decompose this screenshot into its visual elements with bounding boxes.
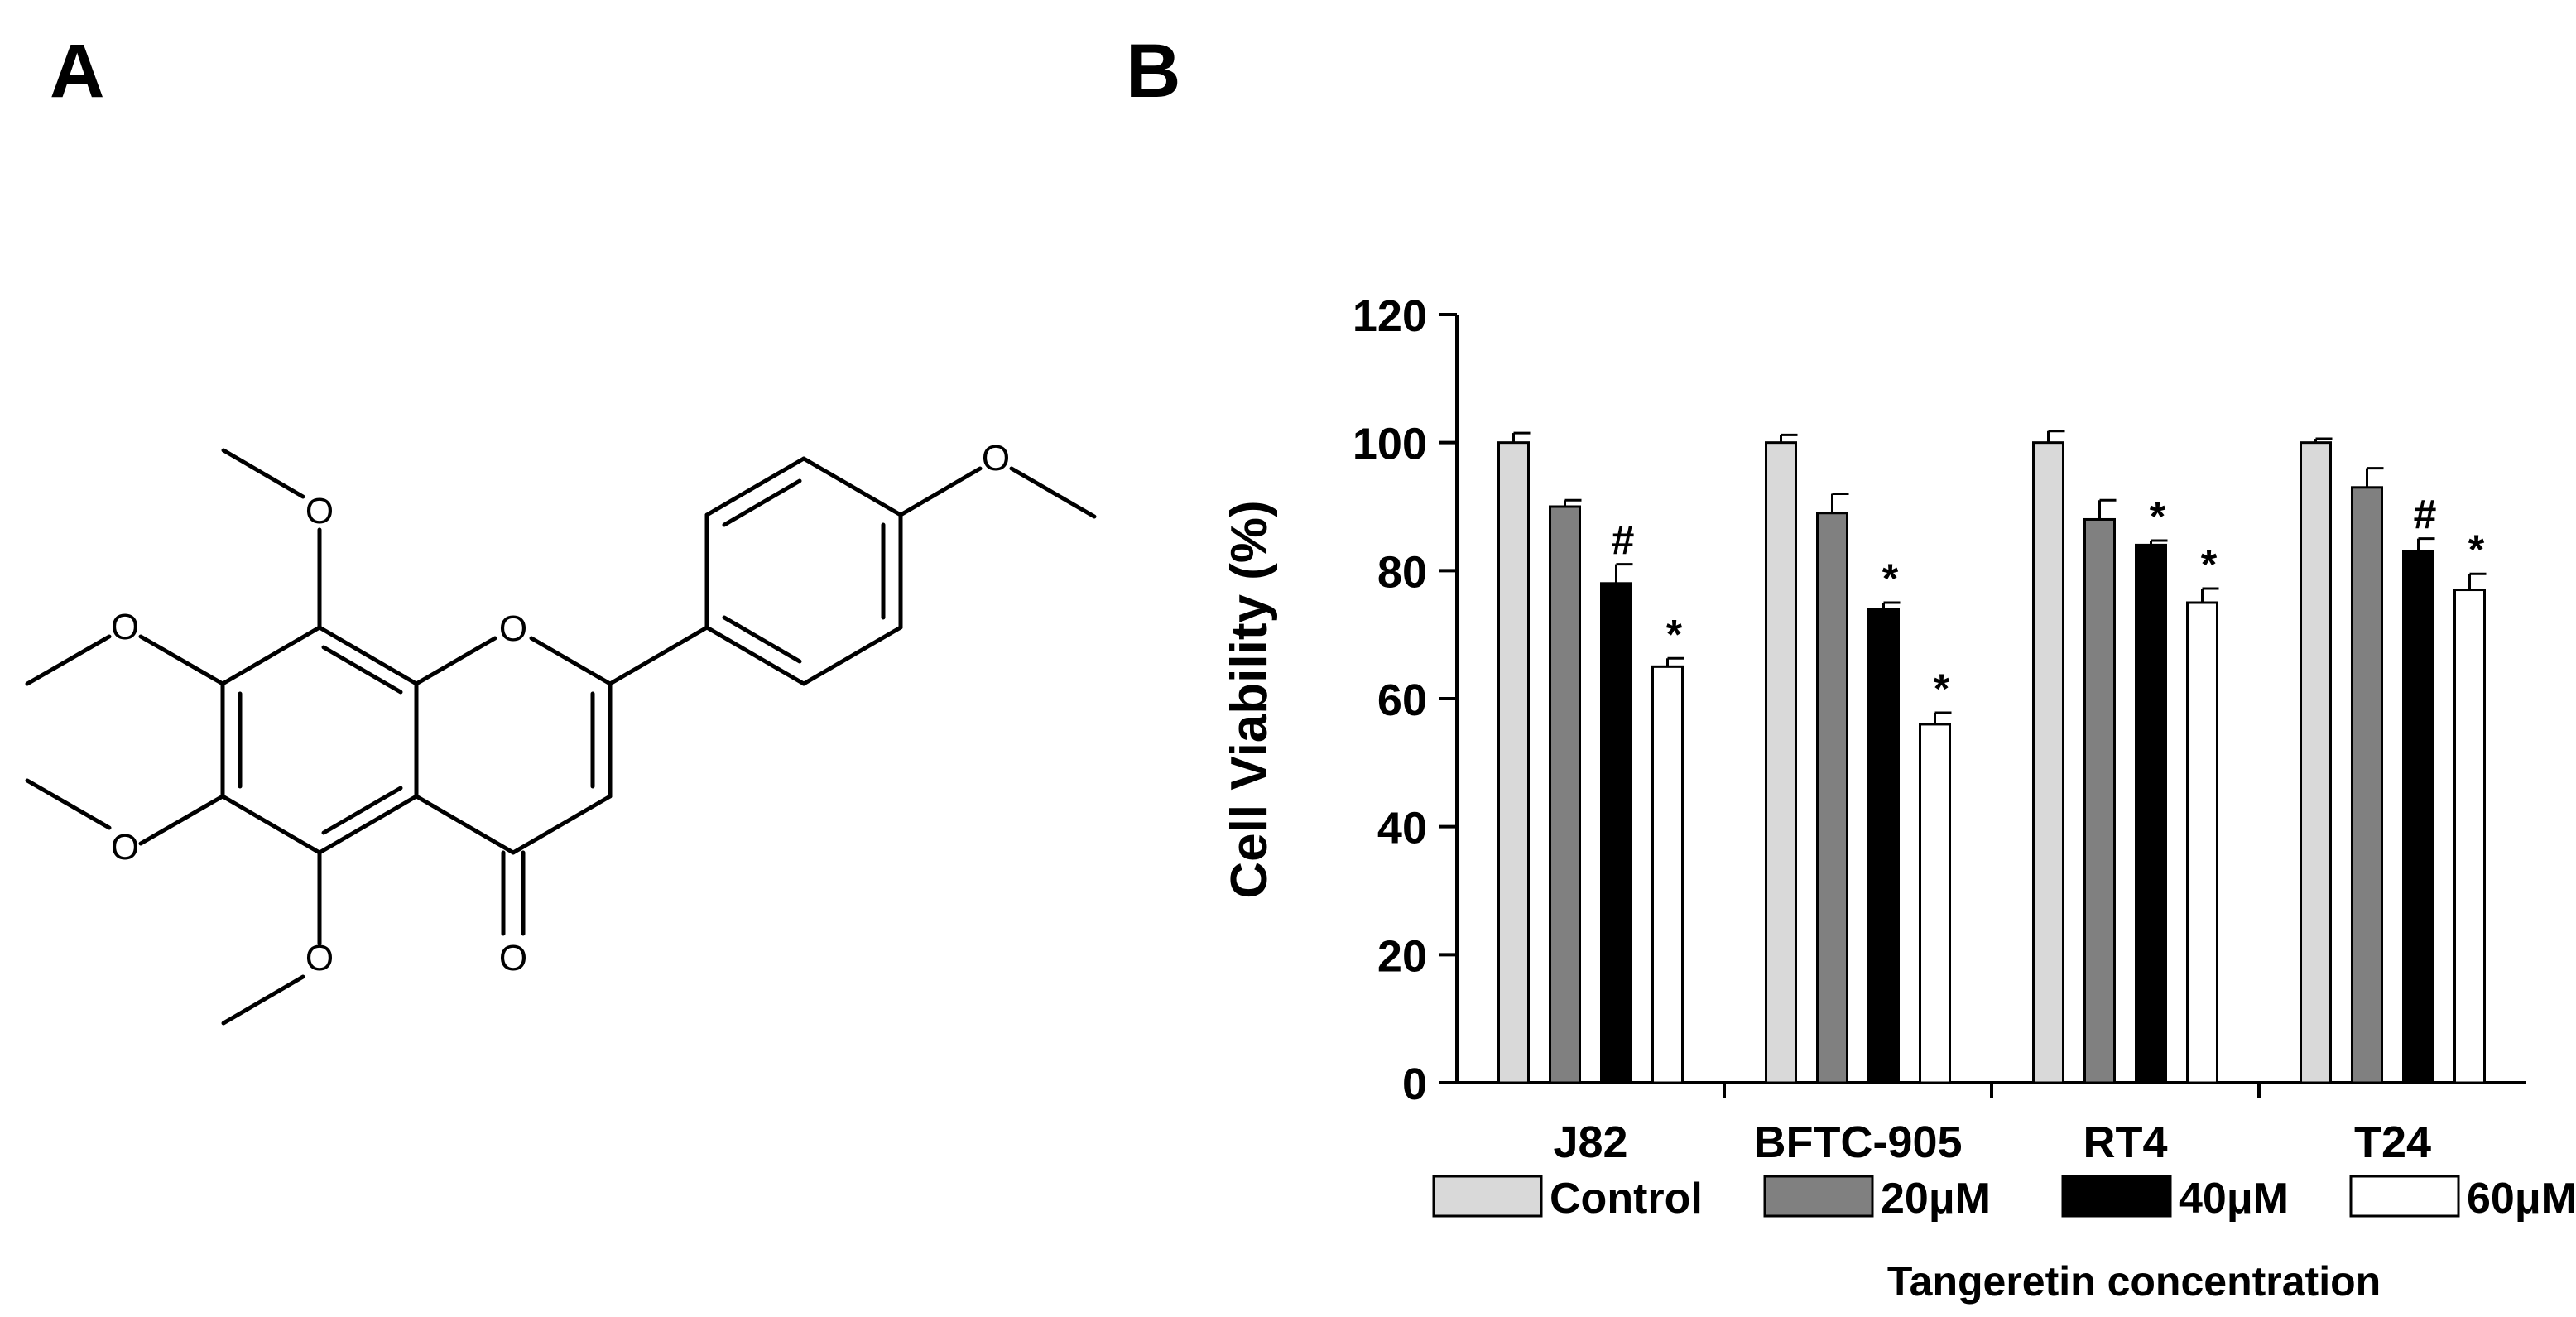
y-tick-label: 120: [1353, 291, 1427, 341]
bond: [608, 625, 709, 686]
bar-Control-BFTC-905: [1765, 441, 1797, 1084]
tangeretin-structure: O O O O O O O: [25, 438, 1097, 1026]
y-tick-label: 100: [1353, 420, 1427, 469]
bond: [220, 794, 322, 855]
bar-40μM-RT4: [2135, 543, 2167, 1084]
significance-mark: #: [1612, 517, 1635, 564]
bond: [704, 456, 806, 517]
bond: [138, 634, 225, 686]
bond: [317, 625, 419, 686]
significance-mark: *: [1666, 611, 1683, 657]
bar-60μM-RT4: [2186, 601, 2218, 1084]
legend-swatch: [2061, 1175, 2172, 1218]
legend: Control 20μM 40μM 60μM: [1432, 1175, 2576, 1223]
ring-oxygen-atom: O: [499, 608, 527, 649]
category-label: T24: [2354, 1118, 2431, 1167]
bond: [321, 645, 403, 695]
category-label: J82: [1553, 1118, 1627, 1167]
bond: [722, 615, 802, 664]
bond: [898, 466, 983, 517]
y-tick-label: 20: [1377, 931, 1427, 981]
y-axis-label: Cell Viability (%): [1221, 500, 1278, 898]
bond: [138, 794, 225, 846]
carbonyl-oxygen-atom: O: [499, 938, 527, 978]
para-methoxy-oxygen-atom: O: [982, 438, 1010, 478]
bar-60μM-T24: [2453, 589, 2486, 1084]
y-tick-label: 0: [1402, 1060, 1427, 1109]
bar-Control-J82: [1497, 441, 1530, 1084]
y-tick-labels: 0 20 40 60 80 100 120: [1353, 291, 1457, 1109]
bond: [1009, 466, 1097, 519]
c8-methoxy-oxygen-atom: O: [305, 491, 334, 531]
x-axis-label: Tangeretin concentration: [1887, 1258, 2381, 1305]
bond: [221, 974, 305, 1026]
bond: [220, 625, 322, 686]
legend-swatch: [1432, 1175, 1543, 1218]
bond: [529, 636, 613, 686]
category-labels: J82 BFTC-905 RT4 T24: [1553, 1118, 2431, 1167]
legend-swatch: [2349, 1175, 2460, 1218]
panel-b-label: B: [1126, 29, 1181, 113]
significance-mark: *: [2150, 493, 2166, 540]
significance-mark: *: [2468, 526, 2485, 573]
bar-20μM-J82: [1549, 505, 1581, 1084]
bond: [317, 794, 419, 855]
bond: [704, 625, 806, 686]
bond: [321, 786, 403, 835]
bond: [511, 794, 613, 855]
legend-label: Control: [1550, 1175, 1703, 1223]
significance-mark: #: [2414, 492, 2437, 538]
bar-40μM-J82: [1600, 582, 1632, 1084]
bar-60μM-J82: [1651, 665, 1684, 1084]
panel-a-label: A: [50, 29, 105, 113]
c7-methoxy-oxygen-atom: O: [111, 607, 139, 647]
significance-mark: *: [1882, 555, 1899, 602]
bar-20μM-T24: [2351, 486, 2383, 1084]
significance-mark: *: [2201, 541, 2218, 588]
significance-mark: *: [1934, 666, 1950, 712]
legend-label: 60μM: [2467, 1175, 2576, 1223]
y-tick-label: 40: [1377, 804, 1427, 853]
bar-20μM-BFTC-905: [1816, 512, 1848, 1084]
bond: [414, 636, 497, 686]
bond: [25, 778, 112, 830]
legend-label: 40μM: [2179, 1175, 2289, 1223]
category-label: BFTC-905: [1753, 1118, 1962, 1167]
bar-40μM-BFTC-905: [1867, 608, 1900, 1084]
y-tick-label: 60: [1377, 675, 1427, 725]
legend-label: 20μM: [1881, 1175, 1991, 1223]
bond: [801, 625, 903, 686]
bond: [722, 478, 802, 527]
bond: [25, 634, 112, 686]
category-label: RT4: [2083, 1118, 2167, 1167]
c6-methoxy-oxygen-atom: O: [111, 827, 139, 868]
bar-20μM-RT4: [2083, 517, 2116, 1084]
bar-Control-T24: [2300, 441, 2332, 1084]
c5-methoxy-oxygen-atom: O: [305, 938, 334, 978]
bond: [221, 448, 305, 499]
bars: # * * * * * # *: [1497, 430, 2487, 1084]
y-tick-label: 80: [1377, 547, 1427, 597]
bar-Control-RT4: [2032, 441, 2064, 1084]
bond: [801, 456, 903, 517]
bar-40μM-T24: [2402, 550, 2434, 1084]
bar-60μM-BFTC-905: [1919, 723, 1951, 1084]
legend-swatch: [1763, 1175, 1874, 1218]
bond: [414, 794, 516, 855]
